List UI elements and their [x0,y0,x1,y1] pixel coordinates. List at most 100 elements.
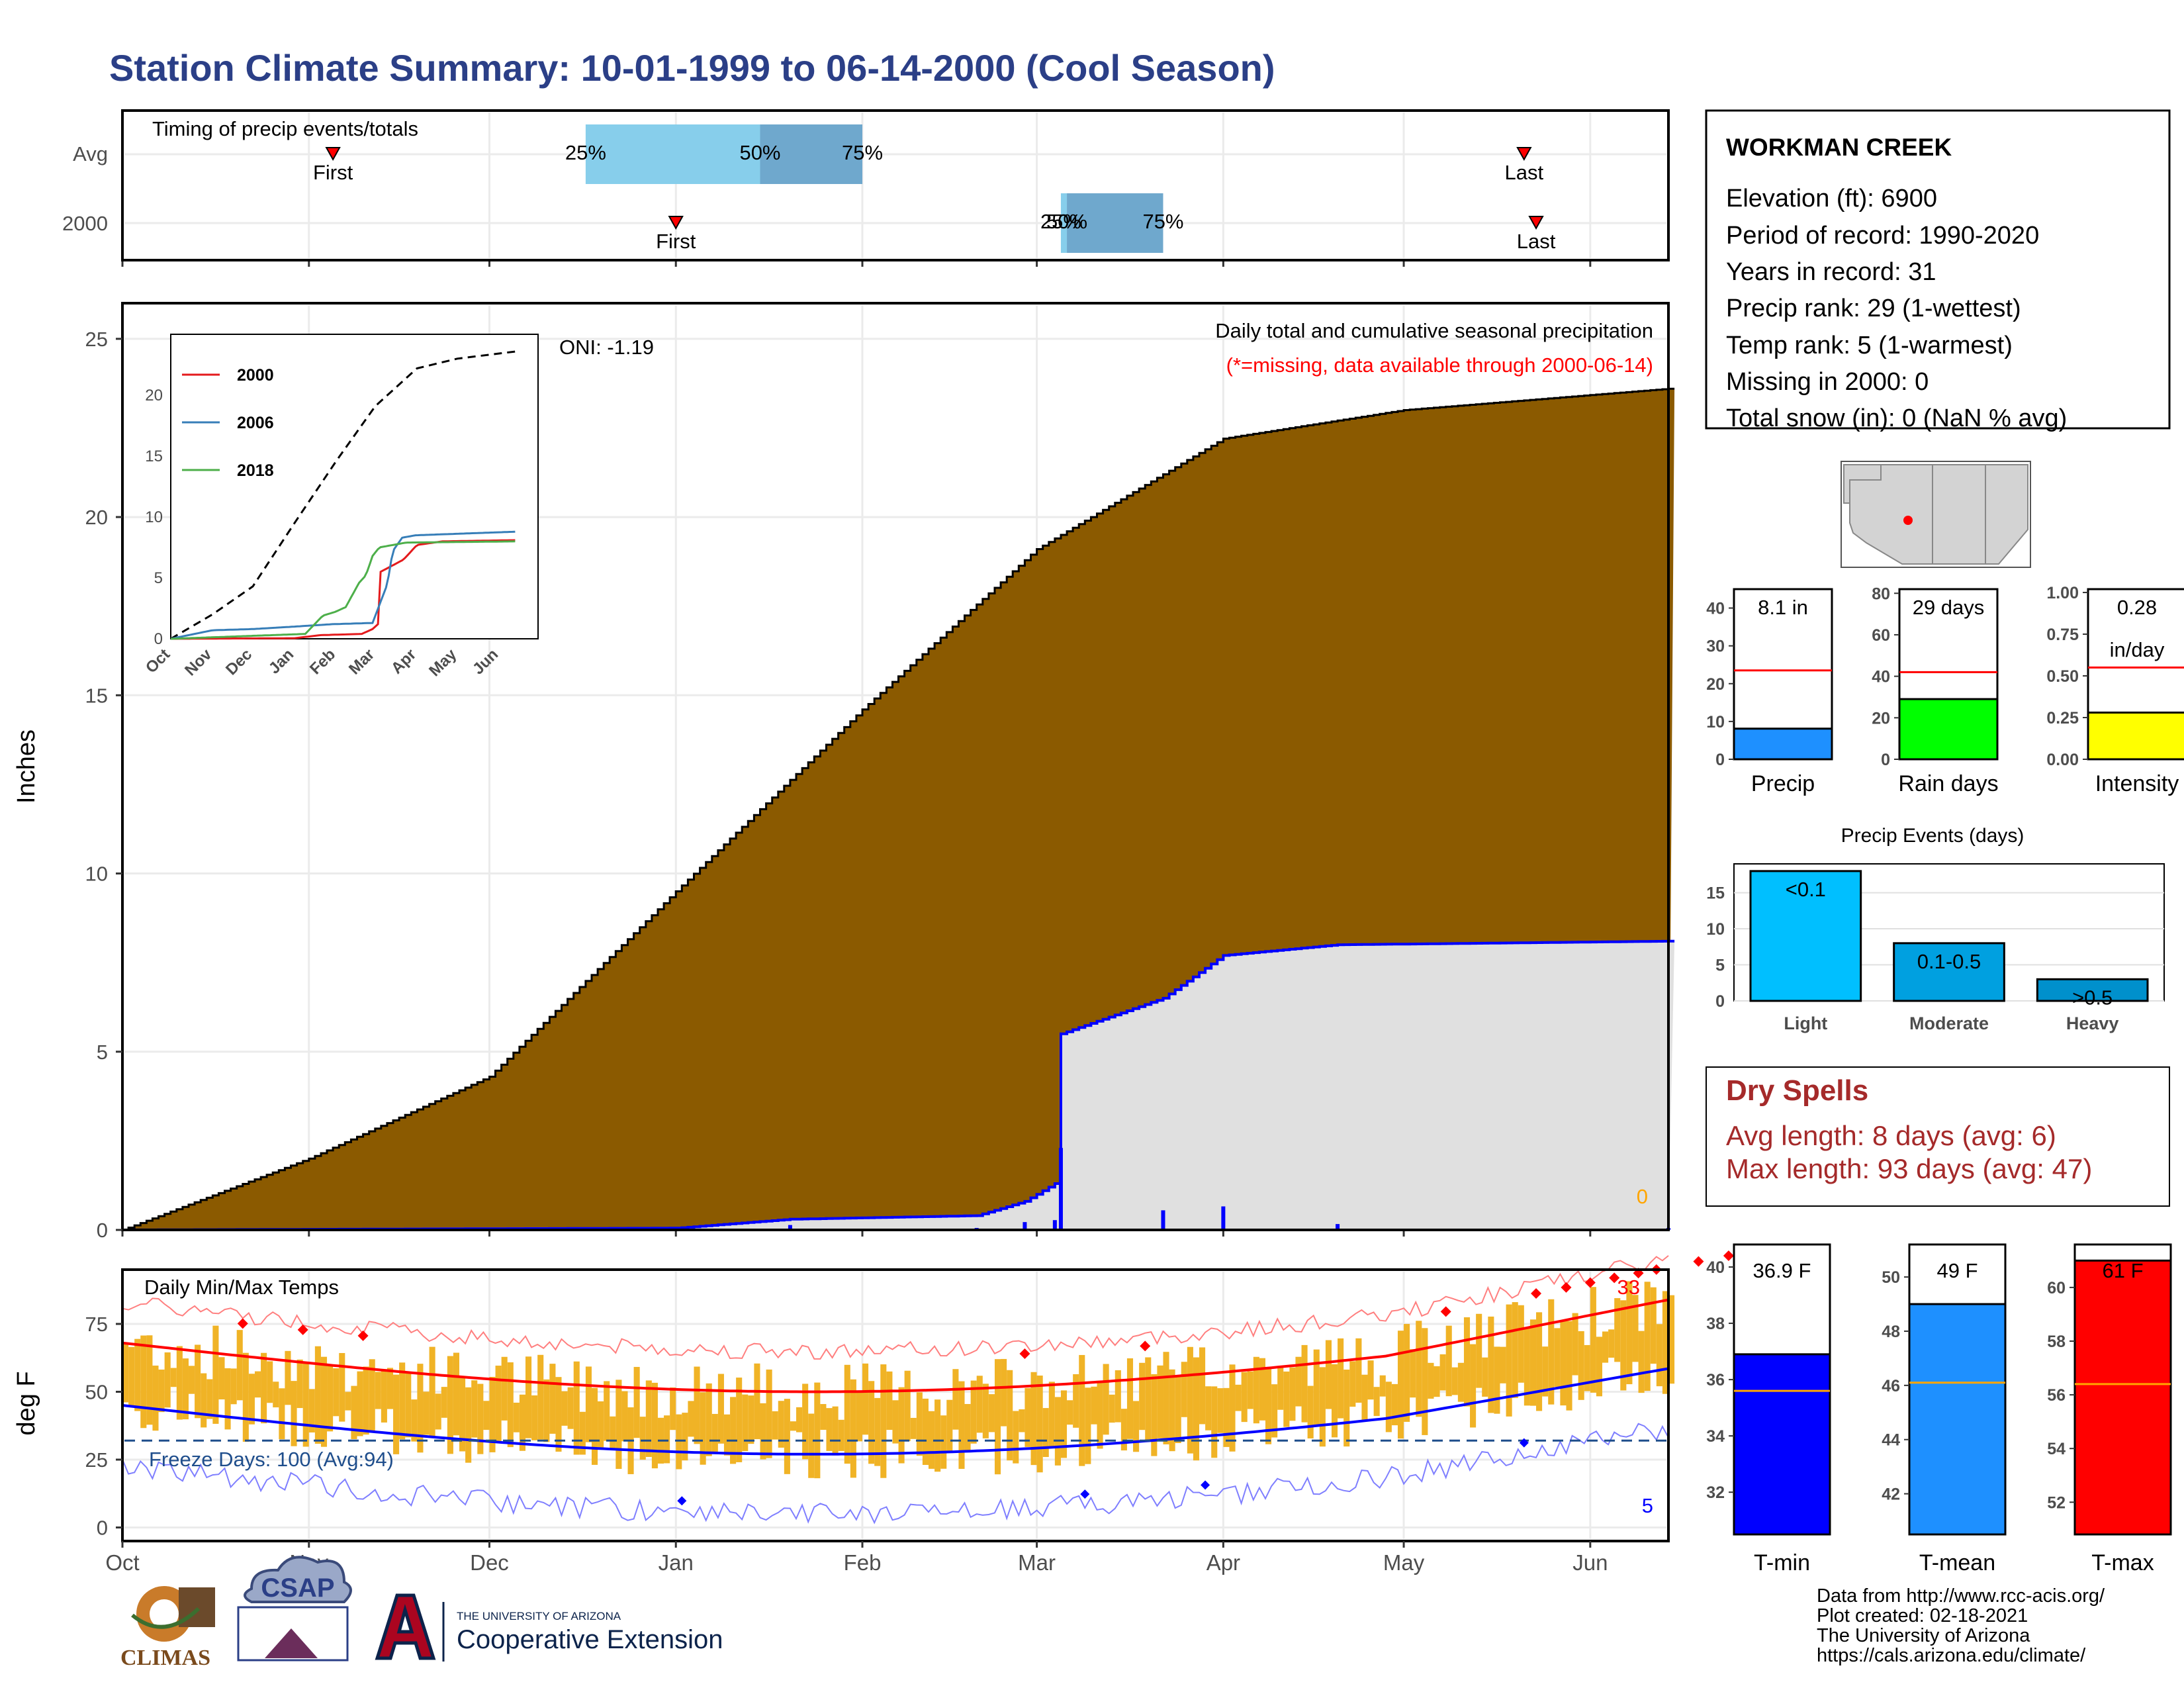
daily-temp-range-bar [146,1335,153,1425]
precip-ytick-label: 5 [97,1041,108,1064]
temp-ytick-label: 50 [85,1381,108,1404]
temp-bar-tick-label: 44 [1882,1431,1900,1450]
summary-bar-tick-label: 20 [1706,675,1725,694]
record-high-marker [1584,1277,1596,1288]
daily-temp-range-bar [1073,1374,1079,1428]
daily-temp-range-bar [808,1413,815,1478]
summary-bar-value: 8.1 in [1758,596,1808,619]
daily-temp-range-bar [610,1416,616,1450]
daily-temp-range-bar [1572,1313,1578,1376]
temp-bar-tick-label: 54 [2047,1440,2066,1458]
daily-temp-range-bar [844,1364,850,1464]
first-marker [668,216,684,230]
daily-temp-range-bar [1397,1331,1404,1439]
inset-month-label: Feb [306,645,339,678]
inset-line-2006 [170,530,516,640]
daily-temp-range-bar [1145,1357,1152,1441]
daily-precip-bar [1221,1206,1226,1230]
events-title: Precip Events (days) [1841,825,2025,847]
record-high-marker [1440,1306,1451,1317]
summary-bar-tick-label: 60 [1872,626,1890,645]
daily-temp-range-bar [1139,1362,1146,1430]
daily-temp-range-bar [453,1352,460,1436]
temp-ytick-label: 0 [97,1517,108,1540]
daily-temp-range-bar [1416,1321,1422,1417]
daily-temp-range-bar [748,1395,754,1444]
daily-temp-range-bar [507,1362,514,1448]
record-high-marker [237,1318,248,1329]
daily-temp-range-bar [922,1398,929,1465]
summary-bar-tick-label: 20 [1872,709,1890,727]
daily-temp-range-bar [543,1379,550,1442]
timing-row-avg: Avg [73,142,108,165]
summary-bar-value: 0.28 [2117,596,2157,619]
daily-temp-range-bar [1067,1400,1073,1425]
temp-bar-tick-label: 56 [2047,1386,2066,1405]
daily-temp-range-bar [531,1395,538,1440]
daily-temp-range-bar [856,1391,863,1442]
daily-temp-range-bar [435,1393,441,1430]
daily-temp-range-bar [688,1401,694,1437]
daily-temp-range-bar [1361,1374,1368,1421]
daily-temp-range-bar [1120,1409,1127,1451]
q50-label: 50% [1046,210,1087,233]
daily-temp-range-bar [1193,1357,1200,1461]
daily-temp-range-bar [1319,1367,1326,1447]
summary-bar-tick-label: 0 [1715,751,1725,769]
first-label: First [656,230,696,253]
daily-temp-range-bar [429,1346,435,1436]
daily-temp-range-bar [140,1335,147,1429]
daily-temp-range-bar [1241,1372,1248,1423]
daily-temp-range-bar [1343,1370,1350,1447]
page-title: Station Climate Summary: 10-01-1999 to 0… [109,47,1275,89]
daily-temp-range-bar [802,1383,809,1460]
daily-temp-range-bar [1355,1338,1362,1403]
temp-ylabel: deg F [13,1371,40,1435]
min-record-count: 5 [1642,1494,1653,1517]
daily-temp-range-bar [826,1408,833,1451]
inset-month-label: Mar [345,645,378,678]
summary-bar-tick-label: 0.75 [2046,626,2079,644]
daily-temp-range-bar [880,1364,887,1478]
daily-temp-range-bar [1620,1300,1627,1391]
summary-bar-value: 29 days [1913,596,1985,619]
daily-temp-range-bar [711,1413,718,1454]
daily-temp-range-bar [1265,1367,1272,1444]
daily-temp-range-bar [555,1377,562,1452]
daily-temp-range-bar [1295,1356,1302,1407]
footer-line: The University of Arizona [1817,1625,2030,1646]
daily-temp-range-bar [976,1376,983,1433]
daily-temp-range-bar [1512,1302,1518,1398]
daily-temp-range-bar [862,1363,869,1435]
month-label: Dec [470,1550,509,1575]
daily-temp-range-bar [128,1346,135,1406]
daily-temp-range-bar [573,1361,580,1455]
daily-precip-bar [788,1225,792,1230]
temp-ytick-label: 75 [85,1313,108,1336]
daily-temp-range-bar [182,1358,189,1420]
daily-temp-range-bar [363,1366,369,1435]
station-line: Temp rank: 5 (1-warmest) [1726,332,2013,359]
month-label: Mar [1018,1550,1056,1575]
daily-temp-range-bar [1488,1316,1494,1413]
daily-temp-range-bar [591,1387,598,1465]
footer-line: https://cals.arizona.edu/climate/ [1817,1645,2086,1666]
daily-temp-range-bar [1506,1304,1512,1417]
daily-temp-range-bar [994,1359,1001,1475]
daily-temp-range-bar [1422,1328,1428,1435]
daily-temp-range-bar [820,1404,827,1430]
temp-bar-value: 61 F [2102,1259,2143,1282]
daily-temp-range-bar [134,1338,141,1411]
inset-month-label: Dec [222,645,255,679]
events-tick-label: 5 [1715,957,1725,975]
daily-temp-range-bar [302,1362,309,1447]
daily-temp-range-bar [1391,1383,1398,1426]
temp-bar-tick-label: 36 [1706,1371,1725,1389]
record-high-marker [1693,1256,1704,1267]
daily-temp-range-bar [1367,1360,1374,1400]
daily-temp-range-bar [1211,1386,1218,1458]
daily-temp-range-bar [1428,1362,1434,1399]
record-high-marker [1723,1250,1734,1262]
dry-spells-max: Max length: 93 days (avg: 47) [1726,1153,2092,1184]
